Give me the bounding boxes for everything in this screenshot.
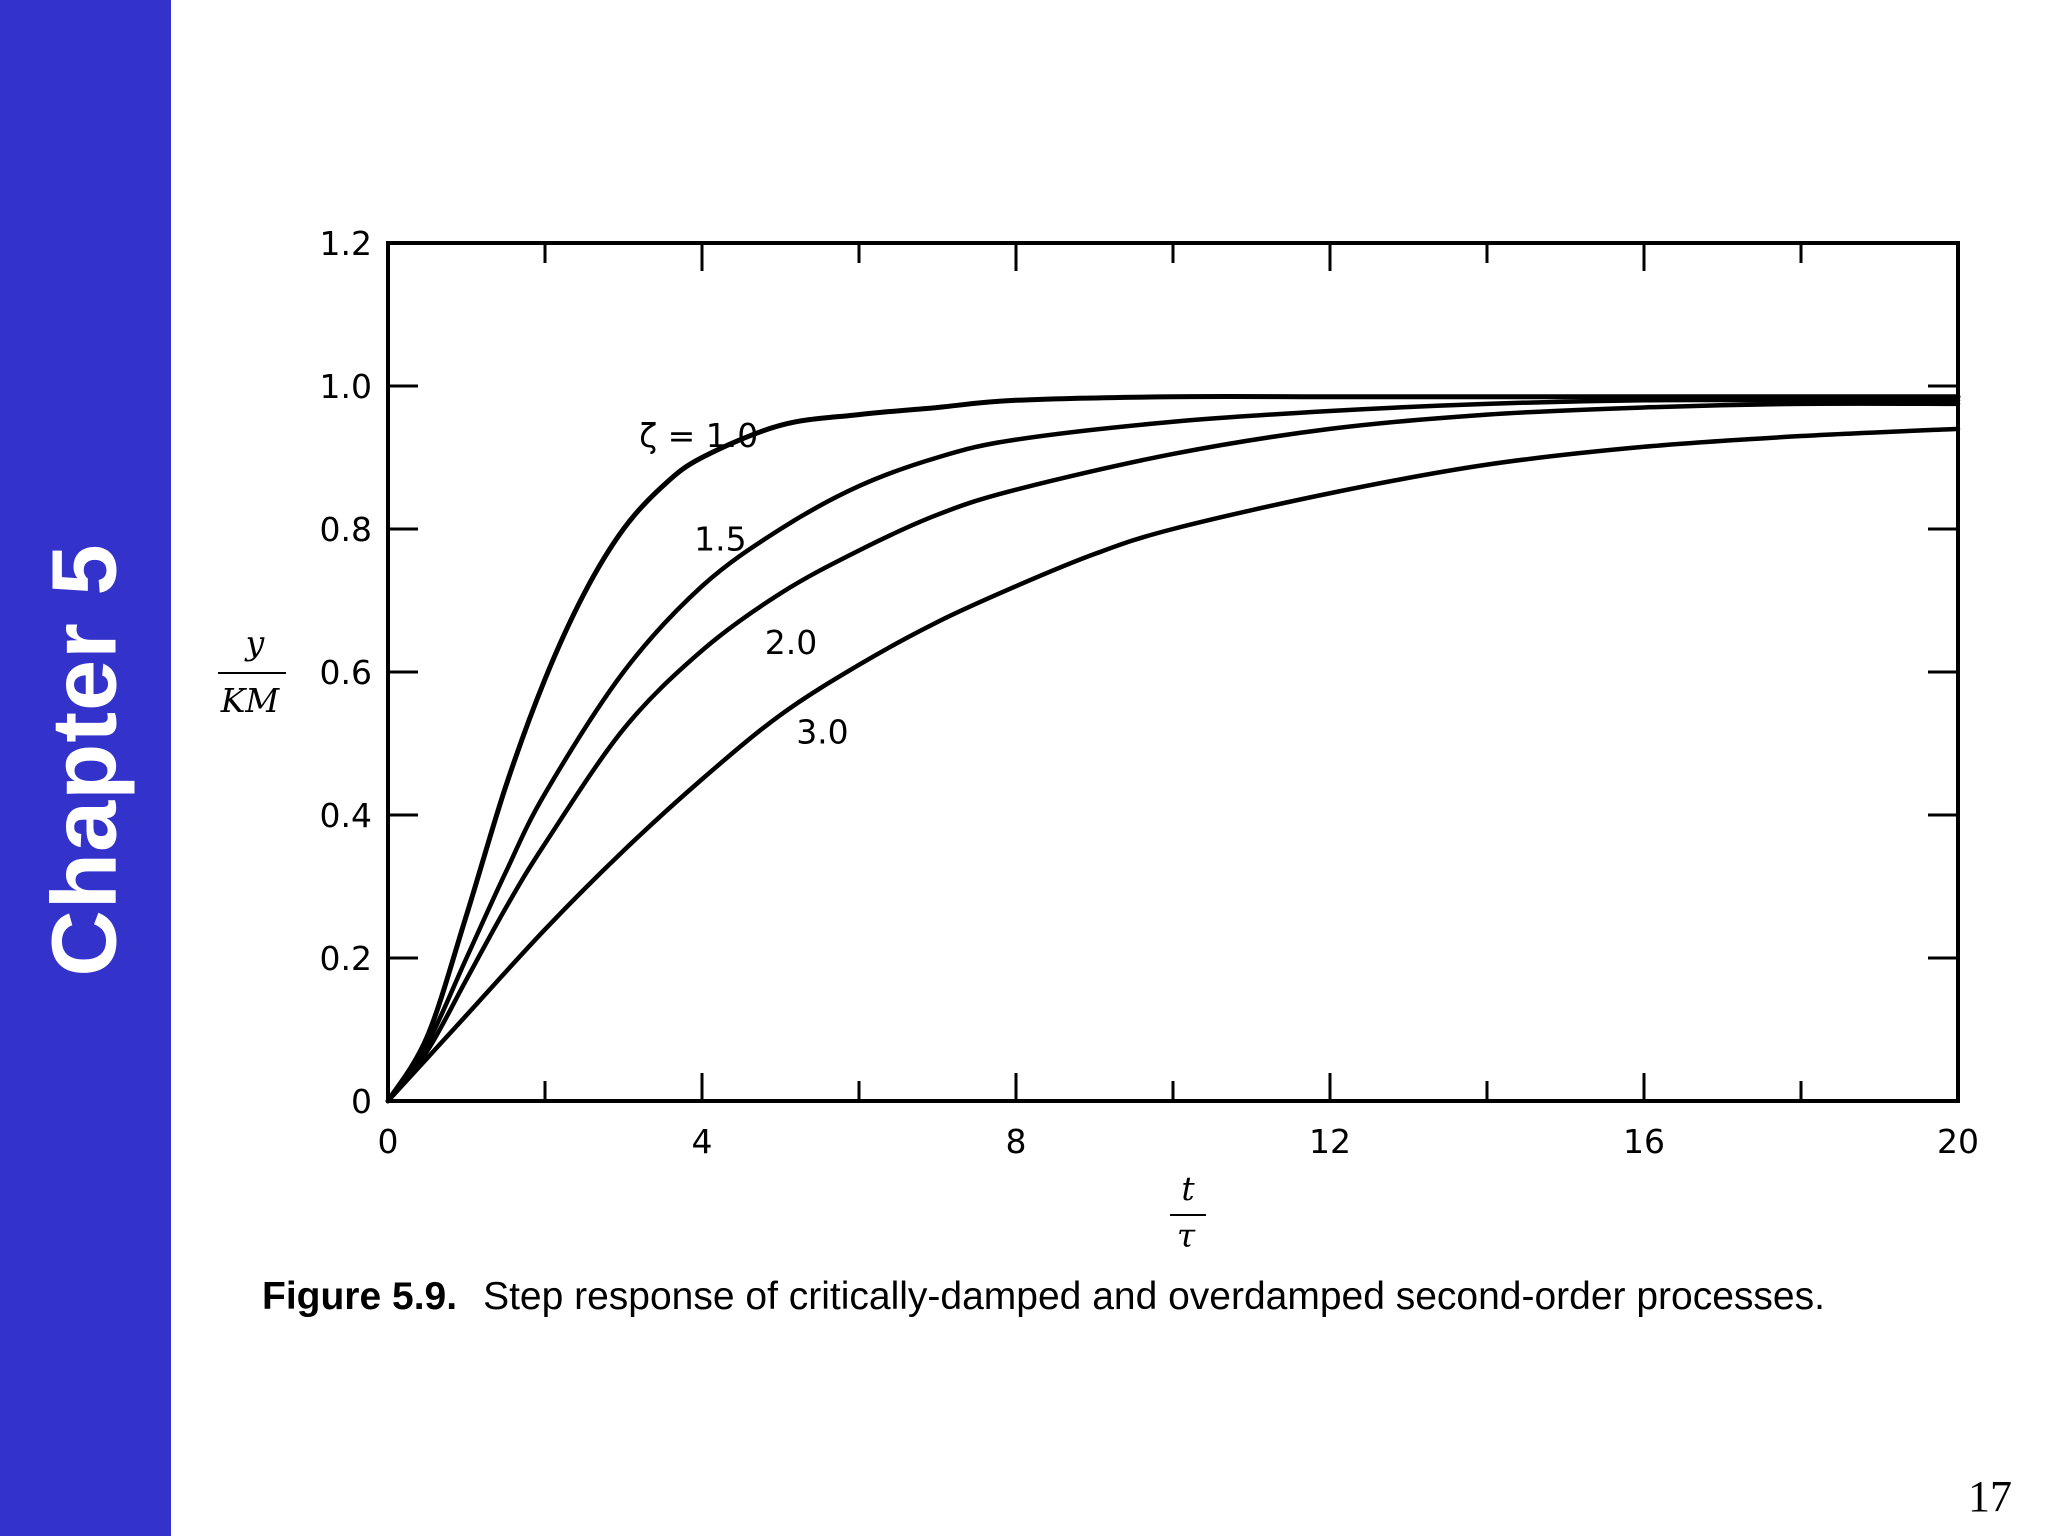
x-tick-label: 20 — [1937, 1122, 1979, 1161]
curve-label-3: 2.0 — [765, 623, 817, 662]
y-tick-label: 0.4 — [320, 796, 372, 835]
x-tick-label: 16 — [1623, 1122, 1665, 1161]
response-curve-3 — [385, 401, 1961, 1104]
x-tick-label: 8 — [1006, 1122, 1027, 1161]
x-axis-label-numerator: t — [1181, 1169, 1195, 1208]
response-curve-4 — [385, 426, 1961, 1104]
curve-label-4: 3.0 — [796, 713, 848, 752]
figure-number: Figure 5.9. — [262, 1275, 458, 1318]
axis-labels: y KM t τ — [218, 623, 1206, 1255]
chapter-sidebar: Chapter 5 — [0, 0, 171, 1536]
curve-label-1: ζ = 1.0 — [639, 416, 758, 455]
y-tick-label: 0.2 — [320, 939, 372, 978]
axis-ticks — [386, 241, 1960, 1103]
page-number: 17 — [1968, 1472, 2012, 1521]
y-tick-label: 0 — [351, 1082, 372, 1121]
curve-labels: ζ = 1.0 1.5 2.0 3.0 — [639, 416, 848, 752]
figure-caption: Figure 5.9. Step response of critically-d… — [262, 1275, 2022, 1319]
response-curve-1 — [385, 393, 1961, 1104]
y-axis-label-numerator: y — [244, 623, 265, 662]
step-response-chart: 0 4 8 12 16 20 0 0.2 0.4 0.6 0.8 1.0 1.2 ζ = 1.0 1.5 2… — [218, 224, 1979, 1255]
response-curve-2 — [385, 397, 1961, 1104]
y-tick-label: 1.0 — [320, 367, 372, 406]
figure-caption-text: Step response of critically-damped and o… — [483, 1275, 1825, 1318]
y-tick-label: 0.8 — [320, 510, 372, 549]
response-curves — [385, 393, 1961, 1104]
x-tick-label: 12 — [1309, 1122, 1351, 1161]
x-axis-label-denominator: τ — [1177, 1216, 1196, 1255]
curve-label-2: 1.5 — [694, 519, 746, 558]
y-tick-label: 0.6 — [320, 653, 372, 692]
y-axis-label-denominator: KM — [220, 681, 281, 720]
axis-tick-labels: 0 4 8 12 16 20 0 0.2 0.4 0.6 0.8 1.0 1.2 — [320, 224, 1979, 1161]
x-tick-label: 0 — [378, 1122, 399, 1161]
x-tick-label: 4 — [692, 1122, 713, 1161]
y-tick-label: 1.2 — [320, 224, 372, 263]
